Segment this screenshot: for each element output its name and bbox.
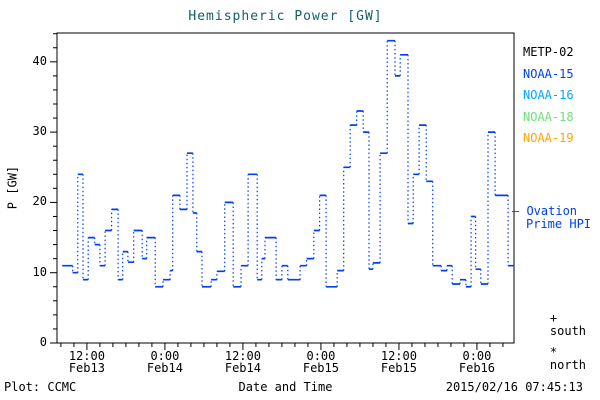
x-tick-time-label: 12:00 bbox=[68, 349, 105, 363]
hpi-step-line-verticals bbox=[72, 40, 509, 287]
legend-item-metp-02: METP-02 bbox=[523, 45, 574, 59]
x-tick-date-label: Feb13 bbox=[68, 361, 105, 375]
ovation-legend-line1: — Ovation bbox=[512, 204, 578, 218]
x-tick-date-label: Feb14 bbox=[224, 361, 261, 375]
y-tick-label: 10 bbox=[32, 264, 47, 279]
x-tick-time-label: 12:00 bbox=[380, 349, 417, 363]
legend-item-noaa-18: NOAA-18 bbox=[523, 109, 574, 124]
legend-item-noaa-16: NOAA-16 bbox=[523, 88, 574, 102]
x-tick-date-label: Feb15 bbox=[302, 361, 339, 375]
chart-title: Hemispheric Power [GW] bbox=[188, 9, 383, 24]
y-tick-label: 30 bbox=[32, 124, 47, 139]
x-tick-date-label: Feb14 bbox=[146, 361, 183, 375]
marker-legend-south: + south bbox=[521, 299, 586, 351]
footer-plot-source: Plot: CCMC bbox=[4, 380, 77, 394]
legend-item-noaa-15: NOAA-15 bbox=[523, 66, 574, 81]
legend-item-noaa-19: NOAA-19 bbox=[523, 131, 574, 145]
footer-timestamp: 2015/02/16 07:45:13 bbox=[445, 380, 583, 394]
x-tick-time-label: 12:00 bbox=[224, 349, 261, 363]
south-label: south bbox=[549, 324, 587, 338]
x-tick-date-label: Feb16 bbox=[458, 361, 495, 375]
y-tick-label: 40 bbox=[32, 53, 47, 68]
x-tick-time-label: 0:00 bbox=[150, 349, 180, 363]
plot-frame bbox=[56, 32, 515, 344]
x-axis-label: Date and Time bbox=[238, 380, 333, 394]
hpi-step-line-horizontals bbox=[62, 39, 514, 288]
plus-marker-icon: + bbox=[549, 311, 558, 325]
ovation-legend-line2: Prime HPI bbox=[526, 217, 592, 231]
north-label: north bbox=[549, 358, 587, 372]
y-axis-label: P [GW] bbox=[5, 165, 20, 210]
x-tick-time-label: 0:00 bbox=[306, 349, 336, 363]
marker-legend-north: * north bbox=[521, 333, 586, 385]
x-tick-time-label: 0:00 bbox=[462, 349, 492, 363]
x-tick-date-label: Feb15 bbox=[380, 361, 417, 375]
asterisk-marker-icon: * bbox=[549, 345, 558, 359]
y-tick-label: 0 bbox=[39, 335, 47, 349]
y-tick-label: 20 bbox=[32, 194, 47, 209]
